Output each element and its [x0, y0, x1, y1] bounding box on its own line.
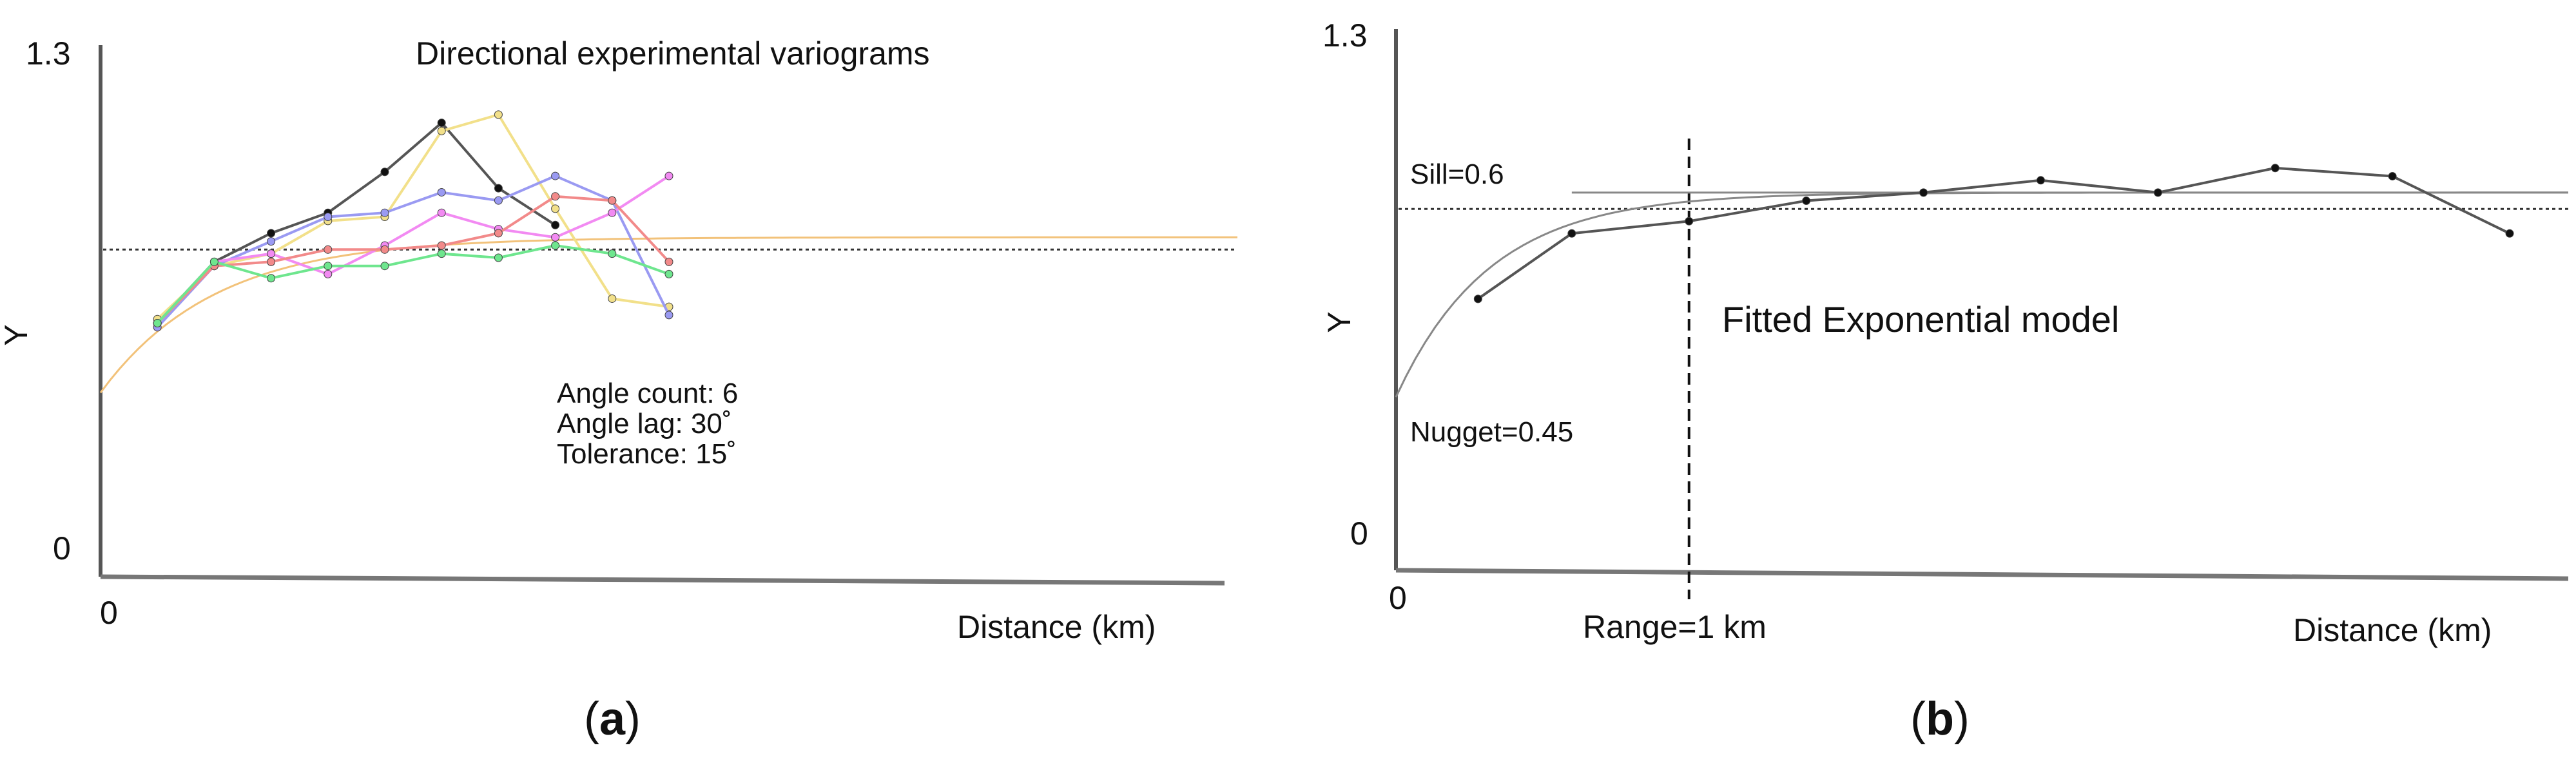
- panel-a-series-6-point: [664, 269, 673, 278]
- panel-b-series-1-point: [1685, 217, 1694, 226]
- panel-a-series-1-point: [494, 184, 503, 193]
- panel-a-series-2-point: [551, 204, 560, 213]
- panel-b-series-1-point: [2388, 171, 2397, 180]
- panel-a-series-3-point: [437, 188, 446, 197]
- panel-a-annotation-tolerance: Tolerance: 15˚: [557, 438, 737, 470]
- panel-a-series-6-point: [209, 257, 218, 266]
- panel-a-series-6-point: [437, 249, 446, 258]
- panel-a-caption: (a): [584, 693, 641, 745]
- panel-b-exponential-curve: [1395, 191, 2568, 398]
- panel-a-series-5-point: [267, 257, 276, 266]
- panel-a-series-5-point: [494, 229, 503, 238]
- panel-b-model-curve: [1395, 191, 2568, 398]
- panel-b-x-axis: [1395, 568, 2569, 581]
- panel-a-series-5-line: [156, 195, 670, 324]
- panel-a-model-curve: [99, 236, 1237, 394]
- panel-a-series-5-point: [324, 245, 333, 254]
- panel-a-series-3-point: [380, 208, 389, 217]
- panel-a-annotation-angle-count: Angle count: 6: [557, 378, 738, 409]
- panel-a-series-2-point: [437, 126, 446, 135]
- panel-b-series-1-line: [1477, 166, 2510, 300]
- panel-b-caption: (b): [1910, 693, 1970, 745]
- panel-a-series-group: [153, 110, 673, 332]
- panel-b-series-1-point: [1802, 197, 1811, 206]
- panel-b-series-1-point: [2271, 164, 2280, 173]
- panel-b-series-1-point: [2505, 229, 2514, 238]
- panel-a-series-4-line: [156, 175, 670, 324]
- panel-b-y-tick-bottom: 0: [1350, 515, 1368, 552]
- panel-a-series-5-point: [664, 257, 673, 266]
- panel-a-chart: 1.3 0 0 Distance (km) Y Directional expe…: [0, 35, 1237, 745]
- panel-a-series-2-line: [156, 113, 670, 320]
- panel-a-x-tick-zero: 0: [100, 595, 118, 631]
- panel-b-series-1-point: [1567, 229, 1576, 238]
- panel-a-series-4-point: [608, 208, 617, 217]
- panel-a-series-3-line: [156, 174, 670, 329]
- panel-b-x-axis-label: Distance (km): [2293, 612, 2492, 648]
- panel-a-series-6-point: [324, 262, 333, 271]
- panel-a-series-3-point: [551, 171, 560, 180]
- panel-b-annotation-range: Range=1 km: [1583, 609, 1767, 645]
- panel-a-series-4-point: [267, 249, 276, 258]
- panel-a-x-axis-label: Distance (km): [957, 609, 1156, 645]
- panel-a-series-5-point: [608, 196, 617, 205]
- panel-b-series-1-point: [2153, 188, 2162, 197]
- panel-a-series-3-point: [664, 311, 673, 320]
- panel-a-series-4-point: [437, 208, 446, 217]
- panel-a-series-1-point: [267, 229, 276, 238]
- panel-b-chart: 1.3 0 0 Distance (km) Y Sill=0.6 Nugget=…: [1321, 17, 2569, 745]
- panel-a-title: Directional experimental variograms: [416, 35, 930, 72]
- panel-a-series-1-line: [156, 120, 556, 324]
- panel-b-series-1-point: [1473, 294, 1482, 303]
- panel-a-series-3-point: [267, 237, 276, 246]
- panel-a-y-axis-label: Y: [0, 324, 34, 345]
- panel-a-annotation-angle-lag: Angle lag: 30˚: [557, 408, 732, 439]
- panel-a-series-6-line: [156, 244, 670, 324]
- panel-a-series-3-point: [494, 196, 503, 205]
- panel-a-series-2-point: [494, 110, 503, 119]
- panel-a-series-6-point: [267, 274, 276, 283]
- panel-a-series-2-point: [608, 294, 617, 303]
- panel-a-exponential-curve: [99, 236, 1237, 394]
- panel-a-series-6-point: [608, 249, 617, 258]
- panel-a-series-3-point: [324, 213, 333, 222]
- panel-a-series-6-point: [551, 241, 560, 250]
- panel-a-y-tick-top: 1.3: [26, 35, 71, 72]
- panel-b-y-tick-top: 1.3: [1322, 17, 1368, 53]
- panel-a-series-6-point: [494, 253, 503, 262]
- panel-a-series-1-point: [437, 119, 446, 128]
- panel-a-x-axis: [100, 574, 1225, 586]
- panel-a-series-4-point: [664, 171, 673, 180]
- panel-a-series-5-point: [551, 192, 560, 201]
- panel-b-annotation-sill: Sill=0.6: [1410, 159, 1504, 190]
- panel-a-series-6-point: [153, 319, 162, 328]
- panel-b-annotation-model: Fitted Exponential model: [1722, 299, 2119, 340]
- panel-a-series-4-point: [324, 269, 333, 278]
- panel-b-annotation-nugget: Nugget=0.45: [1410, 416, 1573, 448]
- panel-b-series-group: [1473, 164, 2514, 303]
- panel-a-series-4-point: [551, 233, 560, 242]
- panel-b-x-tick-zero: 0: [1389, 580, 1407, 616]
- panel-a-series-1-point: [380, 168, 389, 177]
- panel-a-series-6-point: [380, 262, 389, 271]
- panel-b-series-1-point: [2036, 176, 2045, 185]
- panel-b-y-axis-label: Y: [1321, 311, 1357, 332]
- panel-a-series-5-point: [437, 241, 446, 250]
- panel-a-series-1-point: [551, 220, 560, 229]
- panel-b-series-1-point: [1919, 188, 1928, 197]
- panel-a-series-5-point: [380, 245, 389, 254]
- panel-a-y-tick-bottom: 0: [53, 530, 71, 566]
